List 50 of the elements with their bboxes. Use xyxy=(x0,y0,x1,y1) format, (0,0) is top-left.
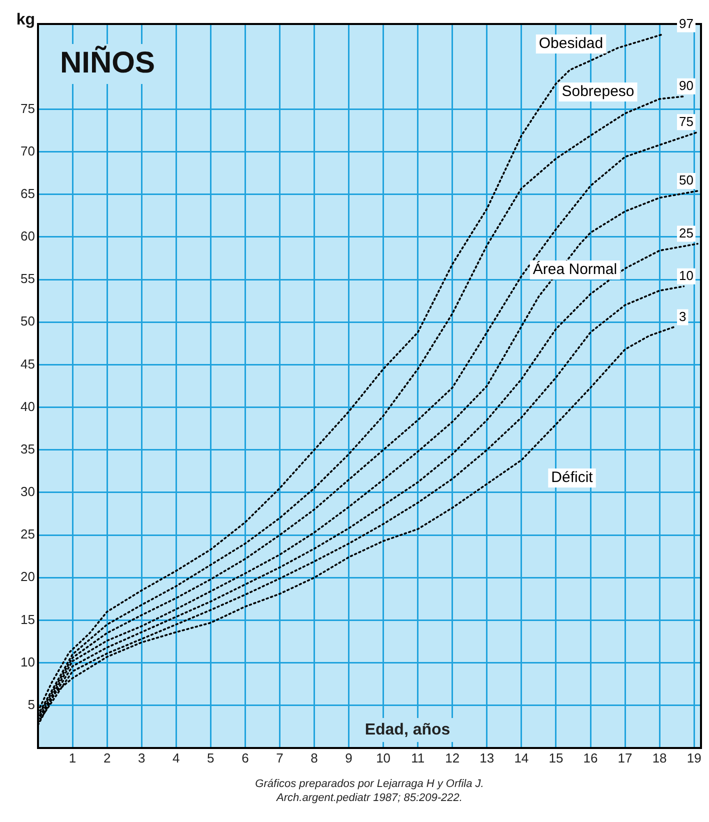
x-tick-label: 1 xyxy=(68,750,76,766)
x-tick-label: 19 xyxy=(686,750,702,766)
x-tick-label: 17 xyxy=(618,750,632,766)
y-tick-label: 75 xyxy=(20,100,35,116)
y-tick-label: 35 xyxy=(20,441,35,456)
y-tick-label: 50 xyxy=(20,314,35,329)
y-tick-label: 70 xyxy=(20,143,35,158)
x-tick-label: 7 xyxy=(276,750,284,766)
series-label: 3 xyxy=(679,308,686,324)
y-tick-label: 65 xyxy=(20,186,35,201)
x-tick-label: 4 xyxy=(172,750,180,766)
series-label: 10 xyxy=(679,268,694,283)
series-label: 25 xyxy=(679,225,694,240)
x-tick-label: 11 xyxy=(411,750,425,766)
x-tick-label: 13 xyxy=(480,750,494,766)
x-tick-label: 6 xyxy=(242,750,249,766)
text: Arch.argent.pediatr 1987; 85:209-222. xyxy=(276,792,462,804)
y-tick-label: 55 xyxy=(20,271,35,286)
series-label: 90 xyxy=(679,78,694,93)
annotation: Sobrepeso xyxy=(562,83,634,100)
x-tick-label: 3 xyxy=(138,750,146,766)
x-tick-label: 12 xyxy=(445,750,460,766)
x-tick-label: 10 xyxy=(376,750,391,766)
x-tick-label: 16 xyxy=(583,750,598,766)
y-tick-label: 5 xyxy=(28,696,35,712)
y-tick-label: 60 xyxy=(20,228,35,244)
annotation: Obesidad xyxy=(538,35,604,52)
y-tick-label: 15 xyxy=(20,612,35,627)
series-label: 50 xyxy=(679,172,694,188)
y-tick-label: 40 xyxy=(20,398,35,414)
y-tick-label: 30 xyxy=(20,484,35,500)
x-tick-label: 9 xyxy=(345,750,352,766)
text: NIÑOS xyxy=(60,45,156,80)
x-axis-title: Edad, años xyxy=(364,721,450,738)
annotation: Área Normal xyxy=(532,260,618,278)
x-tick-label: 8 xyxy=(310,750,318,766)
y-tick-label: 25 xyxy=(20,526,35,542)
annotation: Déficit xyxy=(551,469,594,486)
x-tick-label: 15 xyxy=(548,750,564,766)
x-tick-label: 2 xyxy=(103,750,111,766)
y-tick-label: 45 xyxy=(20,356,35,372)
y-axis-title: kg xyxy=(16,11,35,28)
x-tick-label: 5 xyxy=(207,750,214,766)
y-tick-label: 20 xyxy=(20,569,35,584)
x-tick-label: 18 xyxy=(652,750,667,766)
series-label: 75 xyxy=(679,114,694,129)
y-tick-label: 10 xyxy=(20,654,35,670)
series-label: 97 xyxy=(679,16,694,31)
text: Gráficos preparados por Lejarraga H y Orfila J. xyxy=(255,778,484,790)
x-tick-label: 14 xyxy=(514,750,529,766)
